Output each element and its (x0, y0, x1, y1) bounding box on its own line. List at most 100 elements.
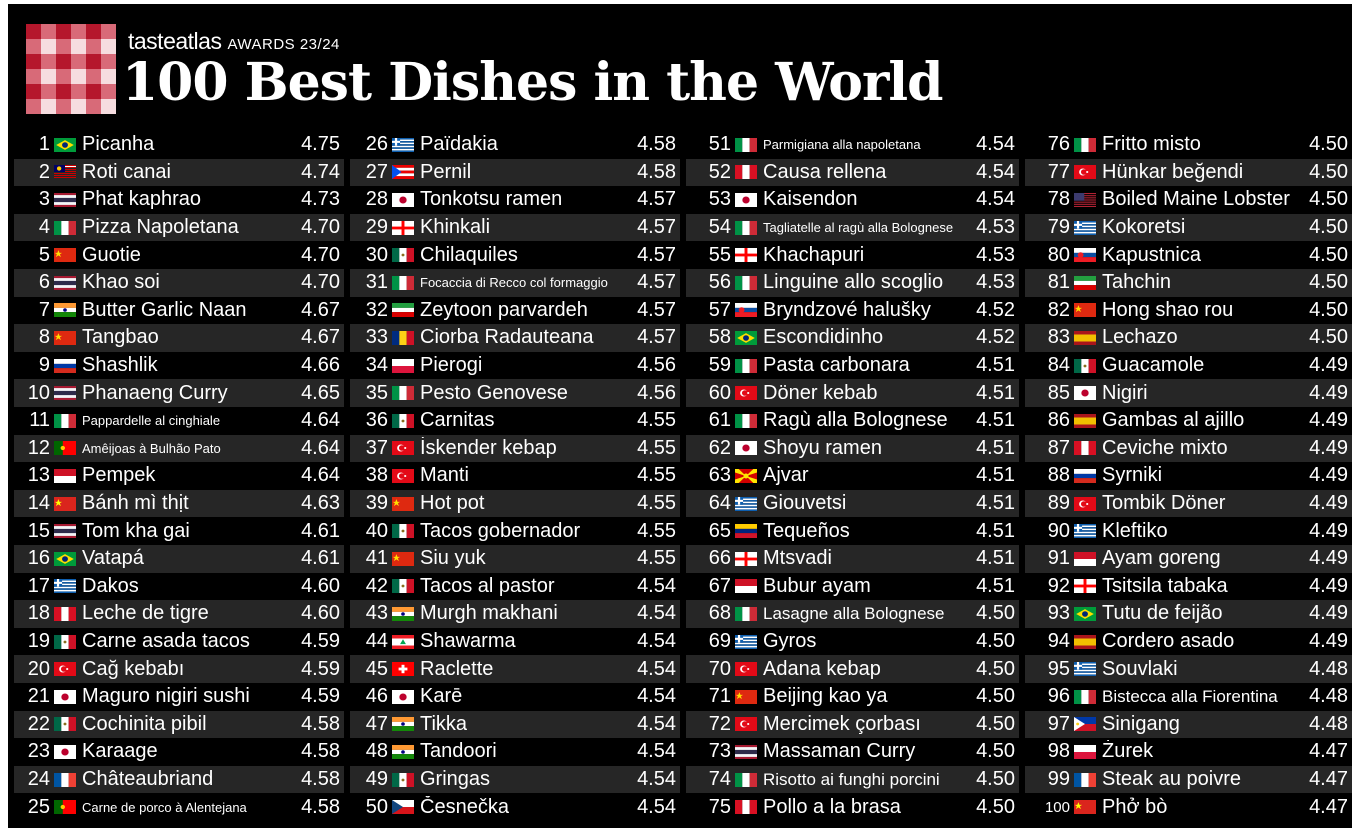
rank-number: 2 (38, 160, 50, 183)
rating-score: 4.50 (976, 795, 1015, 818)
country-flag-icon (392, 220, 414, 235)
ranking-row: 63 Ajvar 4.51 (686, 462, 1019, 490)
rating-score: 4.48 (1309, 712, 1348, 735)
country-flag-icon (1074, 413, 1096, 428)
country-flag-icon (1074, 386, 1096, 401)
country-flag-icon (735, 689, 757, 704)
rating-score: 4.70 (301, 271, 340, 294)
rank-number: 47 (365, 712, 388, 735)
rank-number: 90 (1047, 519, 1070, 542)
ranking-row: 12 Amêijoas à Bulhão Pato 4.64 (14, 434, 344, 463)
rating-score: 4.50 (1309, 133, 1348, 156)
rating-score: 4.54 (637, 602, 676, 625)
rating-score: 4.50 (1309, 216, 1348, 239)
dish-name: Leche de tigre (82, 602, 209, 625)
dish-name: Kaisendon (763, 188, 858, 211)
rank-number: 85 (1047, 381, 1070, 404)
rating-score: 4.58 (301, 712, 340, 735)
ranking-row: 83 Lechazo 4.50 (1025, 324, 1352, 352)
ranking-row: 64 Giouvetsi 4.51 (686, 489, 1019, 518)
dish-name: Syrniki (1102, 464, 1163, 487)
dish-name: Pierogi (420, 354, 483, 377)
rank-number: 60 (708, 381, 731, 404)
rating-score: 4.54 (637, 712, 676, 735)
ranking-row: 92 Tsitsila tabaka 4.49 (1025, 573, 1352, 601)
ranking-row: 99 Steak au poivre 4.47 (1025, 765, 1352, 794)
ranking-row: 5 Guotie 4.70 (14, 241, 344, 269)
dish-name: Hong shao rou (1102, 298, 1234, 321)
rank-number: 100 (1044, 798, 1070, 816)
dish-name: Phat kaphrao (82, 188, 201, 211)
country-flag-icon (735, 165, 757, 180)
country-flag-icon (735, 800, 757, 815)
ranking-row: 6 Khao soi 4.70 (14, 269, 344, 297)
ranking-row: 85 Nigiri 4.49 (1025, 379, 1352, 407)
country-flag-icon (392, 800, 414, 815)
country-flag-icon (735, 496, 757, 511)
rank-number: 44 (365, 630, 388, 653)
rating-score: 4.54 (637, 657, 676, 680)
rank-number: 43 (365, 602, 388, 625)
ranking-row: 69 Gyros 4.50 (686, 628, 1019, 656)
country-flag-icon (1074, 165, 1096, 180)
rating-score: 4.54 (637, 574, 676, 597)
rating-score: 4.49 (1309, 547, 1348, 570)
dish-name: Cordero asado (1102, 630, 1235, 653)
dish-name: Khao soi (82, 271, 160, 294)
dish-name: Nigiri (1102, 381, 1148, 404)
dish-name: Česnečka (420, 795, 509, 818)
ranking-row: 100 Phở bò 4.47 (1025, 793, 1352, 821)
rating-score: 4.59 (301, 630, 340, 653)
country-flag-icon (735, 551, 757, 566)
checkered-tablecloth-logo (26, 24, 116, 114)
rating-score: 4.52 (976, 326, 1015, 349)
rating-score: 4.50 (976, 602, 1015, 625)
ranking-row: 45 Raclette 4.54 (350, 655, 680, 683)
rank-number: 88 (1047, 464, 1070, 487)
dish-name: Massaman Curry (763, 740, 916, 763)
rating-score: 4.49 (1309, 409, 1348, 432)
rank-number: 83 (1047, 326, 1070, 349)
ranking-row: 30 Chilaquiles 4.57 (350, 241, 680, 269)
dish-name: Hünkar beğendi (1102, 160, 1244, 183)
rating-score: 4.47 (1309, 740, 1348, 763)
rank-number: 29 (365, 216, 388, 239)
ranking-row: 62 Shoyu ramen 4.51 (686, 434, 1019, 463)
dish-name: Pernil (420, 160, 472, 183)
ranking-row: 21 Maguro nigiri sushi 4.59 (14, 683, 344, 711)
rank-number: 18 (27, 602, 50, 625)
ranking-row: 53 Kaisendon 4.54 (686, 186, 1019, 214)
rank-number: 96 (1047, 685, 1070, 708)
country-flag-icon (1074, 717, 1096, 732)
ranking-row: 37 İskender kebap 4.55 (350, 434, 680, 463)
ranking-row: 18 Leche de tigre 4.60 (14, 600, 344, 628)
ranking-row: 23 Karaage 4.58 (14, 738, 344, 766)
dish-name: Païdakia (420, 133, 498, 156)
ranking-row: 94 Cordero asado 4.49 (1025, 628, 1352, 656)
rank-number: 56 (708, 271, 731, 294)
ranking-row: 80 Kapustnica 4.50 (1025, 241, 1352, 269)
rating-score: 4.50 (1309, 188, 1348, 211)
rank-number: 38 (365, 464, 388, 487)
country-flag-icon (735, 606, 757, 621)
country-flag-icon (735, 441, 757, 456)
dish-name: Causa rellena (763, 160, 887, 183)
rating-score: 4.54 (637, 630, 676, 653)
rank-number: 70 (708, 657, 731, 680)
country-flag-icon (392, 579, 414, 594)
rating-score: 4.49 (1309, 381, 1348, 404)
rating-score: 4.49 (1309, 519, 1348, 542)
country-flag-icon (392, 468, 414, 483)
rating-score: 4.58 (301, 795, 340, 818)
rank-number: 72 (708, 712, 731, 735)
rating-score: 4.53 (976, 216, 1015, 239)
country-flag-icon (735, 468, 757, 483)
ranking-row: 55 Khachapuri 4.53 (686, 241, 1019, 269)
dish-name: Siu yuk (420, 547, 486, 570)
country-flag-icon (54, 634, 76, 649)
country-flag-icon (1074, 800, 1096, 815)
country-flag-icon (54, 137, 76, 152)
rank-number: 46 (365, 685, 388, 708)
rank-number: 7 (38, 298, 50, 321)
country-flag-icon (735, 413, 757, 428)
